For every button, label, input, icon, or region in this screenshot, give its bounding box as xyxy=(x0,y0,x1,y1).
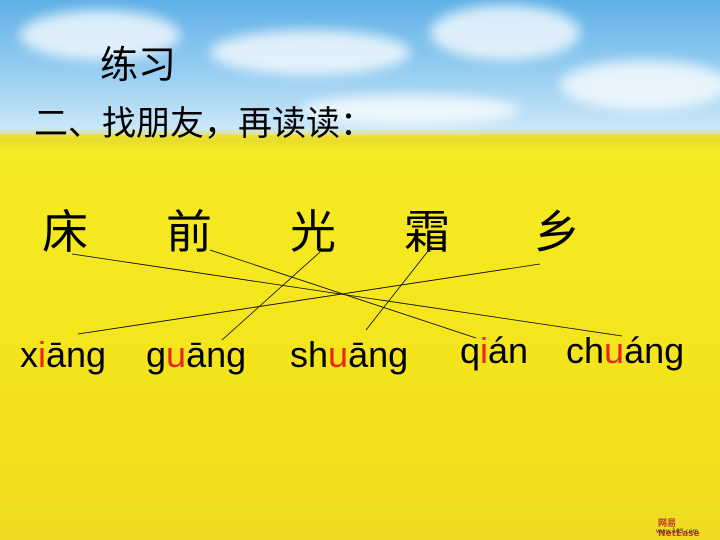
rapeseed-field xyxy=(0,135,720,540)
pinyin-part-highlight: u xyxy=(604,330,625,371)
cloud xyxy=(210,30,410,75)
netease-url: www.163.com xyxy=(656,528,699,535)
horizon xyxy=(0,128,720,150)
match-line-shuang xyxy=(365,245,433,331)
pinyin-qian[interactable]: qián xyxy=(460,330,528,372)
pinyin-part: x xyxy=(20,334,38,375)
character-xiang[interactable]: 乡 xyxy=(534,205,580,259)
match-line-xiang xyxy=(77,263,541,335)
pinyin-part-highlight: i xyxy=(480,330,489,371)
slide-title: 练习 xyxy=(100,43,177,87)
pinyin-part: āng xyxy=(348,334,409,375)
pinyin-shuang[interactable]: shuāng xyxy=(290,334,408,376)
pinyin-part-highlight: u xyxy=(328,334,349,375)
pinyin-chuang[interactable]: chuáng xyxy=(566,330,684,372)
cloud xyxy=(300,95,520,125)
pinyin-part: ch xyxy=(566,330,605,371)
pinyin-guang[interactable]: guāng xyxy=(146,334,246,376)
pinyin-part: q xyxy=(460,330,481,371)
character-qian[interactable]: 前 xyxy=(166,205,212,259)
logo-brand: 网易 xyxy=(658,519,677,529)
pinyin-part: g xyxy=(146,334,167,375)
pinyin-part: āng xyxy=(186,334,247,375)
pinyin-xiang[interactable]: xiāng xyxy=(20,334,106,376)
pinyin-part: án xyxy=(488,330,529,371)
pinyin-part: áng xyxy=(624,330,685,371)
character-chuang[interactable]: 床 xyxy=(42,205,88,259)
exercise-instruction: 二、找朋友，再读读： xyxy=(34,104,374,144)
pinyin-part-highlight: i xyxy=(38,334,46,375)
cloud xyxy=(560,60,720,110)
pinyin-part: sh xyxy=(290,334,329,375)
character-shuang[interactable]: 霜 xyxy=(404,205,450,259)
netease-logo: 网易 NetEase xyxy=(658,516,720,539)
pinyin-part-highlight: u xyxy=(166,334,187,375)
match-line-guang xyxy=(221,251,321,341)
character-guang[interactable]: 光 xyxy=(290,205,336,259)
cloud xyxy=(430,5,580,60)
pinyin-part: āng xyxy=(46,334,107,375)
logo-name: NetEase xyxy=(658,529,700,539)
cloud xyxy=(20,10,180,60)
